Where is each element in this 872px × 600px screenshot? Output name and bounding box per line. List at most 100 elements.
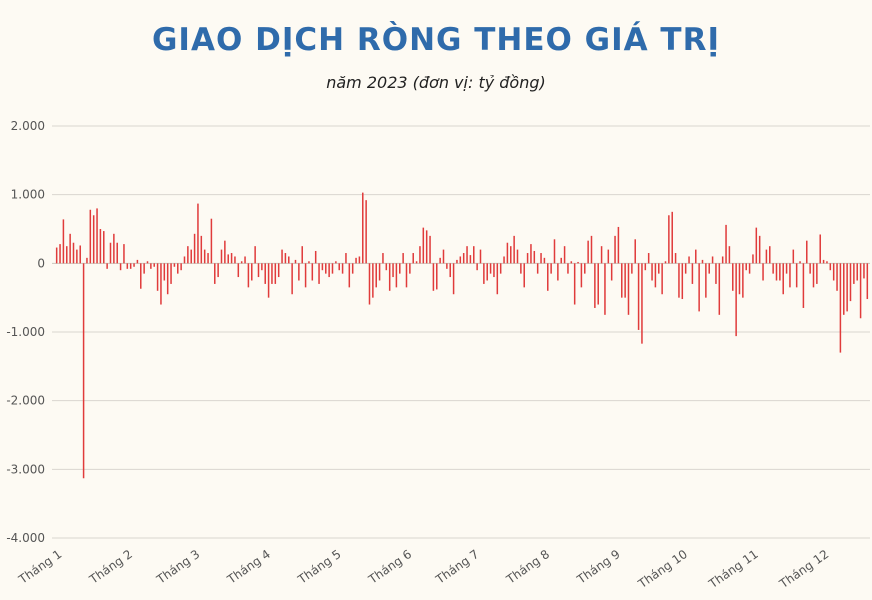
x-tick-label: Tháng 2 (86, 547, 135, 587)
bar (220, 249, 223, 264)
bar (698, 263, 700, 312)
bar (432, 263, 435, 291)
bar (274, 263, 277, 284)
bar (281, 249, 283, 264)
bar (261, 263, 263, 271)
bar (150, 263, 152, 269)
bar (439, 257, 441, 264)
bar (318, 263, 320, 284)
bar (604, 263, 606, 315)
bar (594, 263, 596, 308)
y-axis-labels: 2.000 1.000 0 -1.000 -2.000 -3.000 -4.000 (6, 119, 45, 545)
bar (388, 263, 391, 291)
y-tick-label: 0 (37, 256, 45, 270)
bar (523, 263, 525, 288)
bar (210, 218, 213, 264)
bar (284, 253, 287, 264)
bar (799, 261, 801, 264)
bar (325, 263, 327, 274)
bar (143, 263, 145, 274)
bar (456, 259, 458, 264)
bar (254, 246, 256, 264)
bar (681, 263, 684, 300)
bar (368, 263, 371, 305)
bar (462, 253, 465, 264)
bar (335, 261, 337, 264)
bar (567, 263, 569, 274)
bar (415, 261, 418, 264)
bar (133, 263, 135, 267)
bar (314, 250, 317, 264)
bar (173, 263, 176, 267)
bar (92, 215, 95, 264)
bar (328, 263, 330, 278)
bar (466, 246, 468, 264)
bar (362, 192, 364, 264)
bar (839, 263, 842, 353)
bar (499, 263, 502, 274)
bar (365, 200, 367, 264)
bar (530, 244, 532, 264)
bar (395, 263, 398, 288)
x-tick-label: Tháng 7 (433, 547, 482, 587)
bar (341, 263, 344, 274)
bar (160, 263, 162, 305)
y-tick-label: -4.000 (6, 531, 45, 545)
bar (288, 256, 290, 264)
bar (674, 253, 677, 264)
bar (819, 234, 821, 264)
bar (577, 261, 579, 264)
bar (429, 235, 431, 264)
x-axis-labels: Tháng 1 Tháng 2 Tháng 3 Tháng 4 Tháng 5 Tháng… (15, 547, 831, 592)
bar (621, 263, 623, 298)
bar (705, 263, 707, 298)
bar (193, 233, 196, 264)
bar (187, 246, 189, 264)
bar (634, 239, 636, 264)
bar (684, 263, 687, 274)
bar (637, 263, 640, 330)
y-tick-label: -2.000 (6, 394, 45, 408)
bar (695, 249, 697, 264)
bar (671, 211, 673, 264)
bar (557, 263, 559, 281)
bar (62, 219, 65, 264)
bar (234, 256, 236, 264)
bar (257, 263, 260, 278)
bar (785, 263, 788, 274)
bar (715, 263, 717, 284)
bar (510, 246, 512, 264)
x-tick-label: Tháng 11 (705, 547, 760, 592)
x-tick-label: Tháng 8 (503, 547, 552, 587)
bar (688, 256, 690, 264)
bar (782, 263, 784, 295)
bar (207, 253, 209, 264)
bar (103, 231, 105, 264)
bar (351, 263, 354, 274)
bar (338, 263, 340, 271)
bar (425, 230, 428, 264)
bar (308, 261, 310, 264)
bar (224, 240, 226, 264)
bar (641, 263, 643, 344)
chart-title: GIAO DỊCH RÒNG THEO GIÁ TRỊ (151, 22, 720, 58)
bar (668, 215, 670, 264)
bars (55, 192, 869, 479)
bar (382, 253, 384, 264)
bar (459, 256, 462, 264)
bar (240, 261, 243, 264)
bar (358, 256, 361, 264)
bar (503, 256, 505, 264)
bar (762, 263, 764, 281)
bar (436, 263, 438, 290)
x-tick-label: Tháng 4 (224, 547, 273, 587)
bar (678, 263, 680, 298)
bar (214, 263, 216, 284)
bar (809, 263, 811, 274)
bar (372, 263, 374, 298)
bar (59, 244, 61, 264)
bar (647, 253, 650, 264)
bar (230, 253, 233, 264)
bar (600, 246, 603, 264)
bar (69, 233, 71, 264)
